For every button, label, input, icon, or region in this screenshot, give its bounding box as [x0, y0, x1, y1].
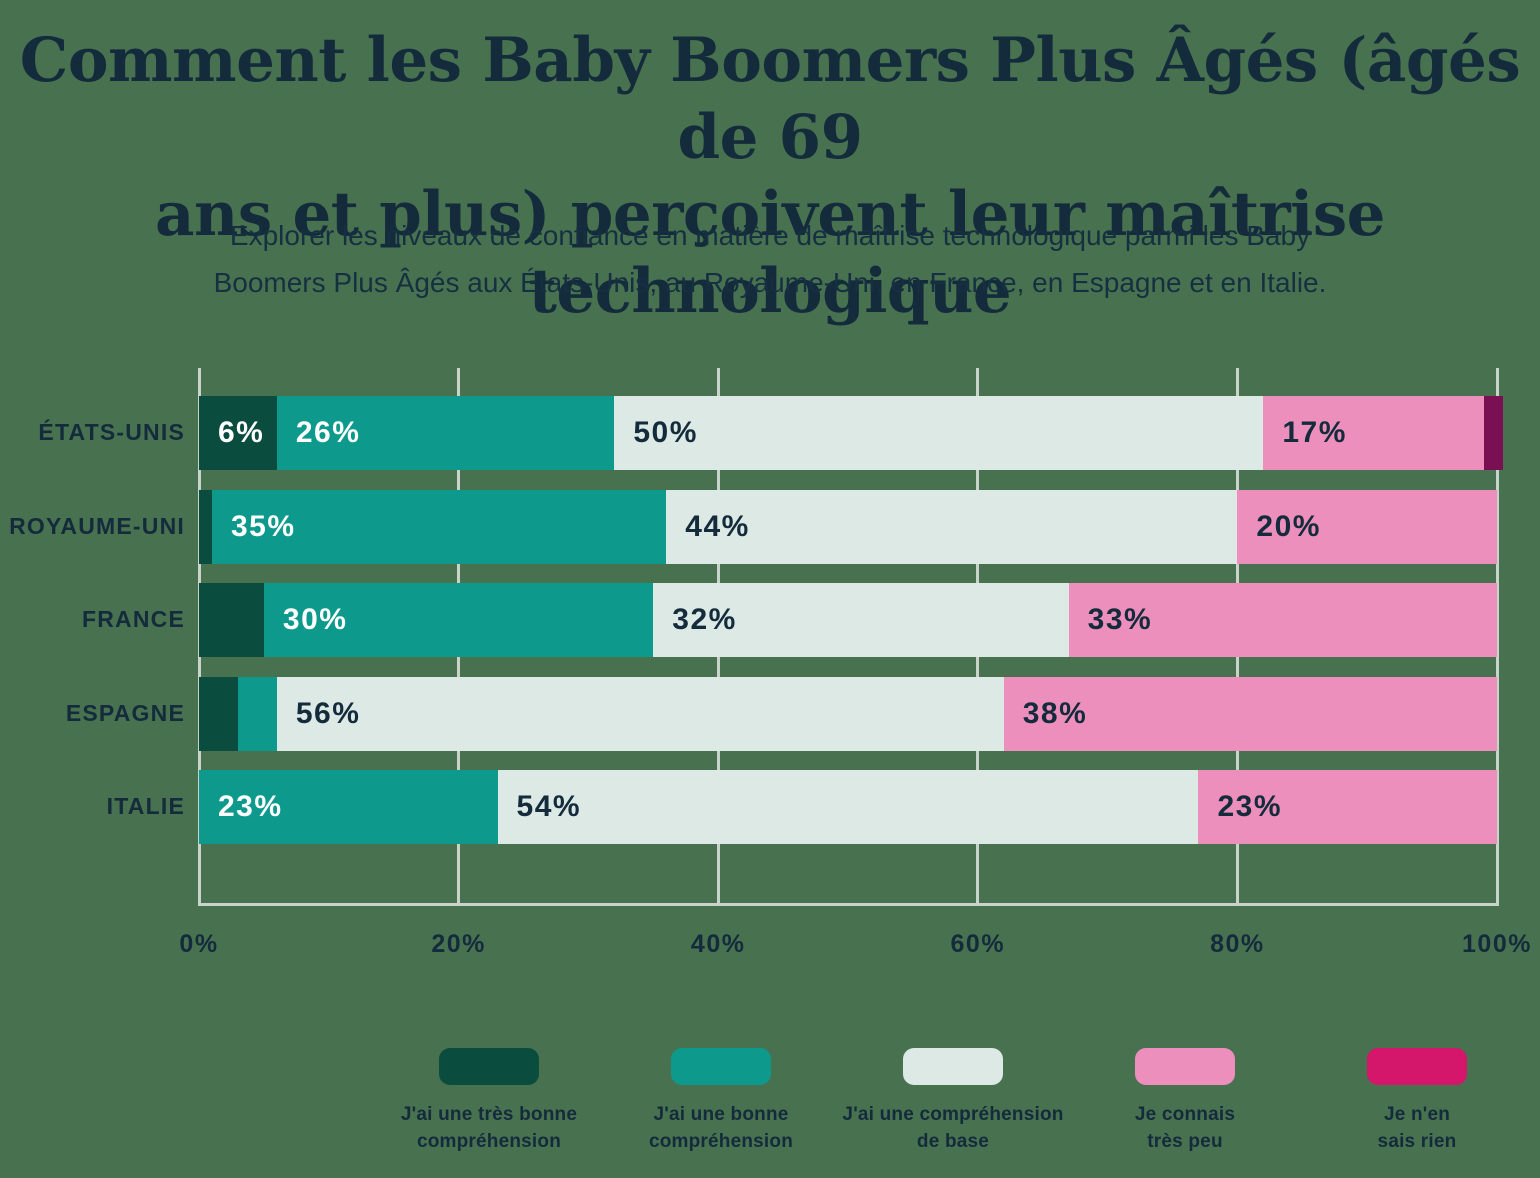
x-axis-line [199, 903, 1497, 906]
legend-label: J'ai une compréhension de base [842, 1101, 1063, 1155]
bar-segment: 56% [276, 676, 1004, 751]
bar-segment-label: 6% [218, 416, 265, 449]
legend-label: Je n'en sais rien [1378, 1101, 1457, 1155]
x-tick-label: 80% [1210, 930, 1265, 958]
bar-segment: 32% [653, 583, 1069, 657]
bar-row: 30% 32% 33% [199, 583, 1497, 657]
bar-segment-label: 20% [1256, 509, 1321, 543]
bar-segment: 17% [1263, 396, 1485, 470]
plot-area: 6% 26% 50% 17% 35% 44% 20% 30% 32% 33% 56% 38% 23% 54… [197, 368, 1504, 906]
bar-row: 35% 44% 20% [199, 489, 1497, 564]
chart-title-line-1: Comment les Baby Boomers Plus Âgés (âgés… [19, 25, 1521, 173]
bar-segment: 26% [276, 396, 615, 470]
bar-row: 56% 38% [199, 676, 1497, 751]
bar-segment-label: 56% [295, 696, 361, 730]
legend-label-line: sais rien [1377, 1131, 1457, 1152]
bar-segment-label: 17% [1282, 416, 1347, 449]
legend: J'ai une très bonne compréhension J'ai une… [373, 1048, 1533, 1155]
legend-label-line: J'ai une compréhension [842, 1104, 1064, 1125]
x-tick-label: 20% [431, 930, 486, 958]
bar-segment-label: 35% [230, 509, 296, 543]
bar-segment [199, 583, 264, 657]
x-tick-label: 0% [179, 930, 219, 958]
bar-segment: 50% [614, 396, 1264, 470]
legend-swatch [1367, 1048, 1467, 1085]
legend-label: J'ai une très bonne compréhension [401, 1101, 577, 1155]
gridline [1495, 368, 1499, 906]
legend-item: J'ai une bonne compréhension [605, 1048, 837, 1155]
x-axis: 0% 20% 40% 60% 80% 100% [179, 930, 1530, 970]
chart-title: Comment les Baby Boomers Plus Âgés (âgés… [0, 22, 1540, 330]
bar-segment-label: 23% [1217, 790, 1282, 823]
legend-swatch [439, 1048, 539, 1085]
bar-row: 23% 54% 23% [199, 770, 1497, 844]
bar-segment-label: 38% [1022, 696, 1088, 730]
category-label: ROYAUME-UNI [9, 512, 185, 539]
legend-item: J'ai une compréhension de base [837, 1048, 1069, 1155]
bar-segment: 54% [497, 770, 1199, 844]
bar-segment [1484, 396, 1504, 470]
chart-title-line-2: ans et plus) perçoivent leur maîtrise te… [154, 179, 1386, 327]
bar-segment-label: 50% [633, 416, 698, 449]
x-tick-label: 60% [950, 930, 1006, 958]
bar-segment: 23% [199, 770, 498, 844]
bar-segment: 35% [211, 489, 667, 564]
x-tick-label: 100% [1462, 930, 1532, 958]
legend-item: Je connais très peu [1069, 1048, 1301, 1155]
chart-subtitle-line-1: Explorer les niveaux de confiance en mat… [229, 220, 1311, 251]
bar-segment: 23% [1198, 770, 1497, 844]
legend-item: J'ai une très bonne compréhension [373, 1048, 605, 1155]
bar-segment [199, 676, 238, 751]
bar-segment: 30% [263, 583, 654, 657]
category-label: ESPAGNE [65, 699, 185, 726]
bar-segment: 33% [1068, 583, 1497, 657]
legend-label: J'ai une bonne compréhension [649, 1101, 793, 1155]
legend-item: Je n'en sais rien [1301, 1048, 1533, 1155]
bar-segment: 6% [199, 396, 277, 470]
bar-row: 6% 26% 50% 17% [199, 396, 1504, 470]
bar-segment [237, 676, 277, 751]
category-label: FRANCE [81, 606, 185, 632]
bar-segment-label: 26% [295, 416, 361, 449]
bar-segment-label: 33% [1087, 603, 1153, 636]
x-tick-label: 40% [690, 930, 746, 958]
bar-segment-label: 44% [685, 509, 750, 543]
legend-label-line: compréhension [416, 1131, 562, 1152]
legend-label-line: de base [916, 1131, 990, 1152]
bar-segment: 38% [1003, 676, 1497, 751]
bar-segment-label: 30% [282, 603, 348, 636]
legend-swatch [903, 1048, 1003, 1085]
category-label: ITALIE [106, 793, 185, 819]
legend-swatch [1135, 1048, 1235, 1085]
bar-segment-label: 54% [516, 790, 582, 823]
chart-subtitle: Explorer les niveaux de confiance en mat… [0, 212, 1540, 306]
chart-subtitle-line-2: Boomers Plus Âgés aux États-Unis, au Roy… [213, 267, 1327, 298]
category-label: ÉTATS-UNIS [38, 419, 185, 445]
legend-label-line: compréhension [648, 1131, 794, 1152]
bar-segment: 20% [1237, 489, 1497, 564]
legend-label-line: très peu [1147, 1131, 1223, 1152]
legend-swatch [671, 1048, 771, 1085]
bar-segment-label: 23% [218, 790, 283, 823]
category-axis: ÉTATS-UNIS ROYAUME-UNI FRANCE ESPAGNE ITALIE [0, 368, 185, 906]
bar-segment-label: 32% [672, 603, 737, 636]
legend-label-line: Je connais [1134, 1104, 1236, 1125]
legend-label-line: J'ai une très bonne [400, 1104, 578, 1125]
legend-label-line: Je n'en [1383, 1104, 1451, 1125]
legend-label-line: J'ai une bonne [653, 1104, 789, 1125]
bar-segment: 44% [666, 489, 1238, 564]
legend-label: Je connais très peu [1135, 1101, 1235, 1155]
